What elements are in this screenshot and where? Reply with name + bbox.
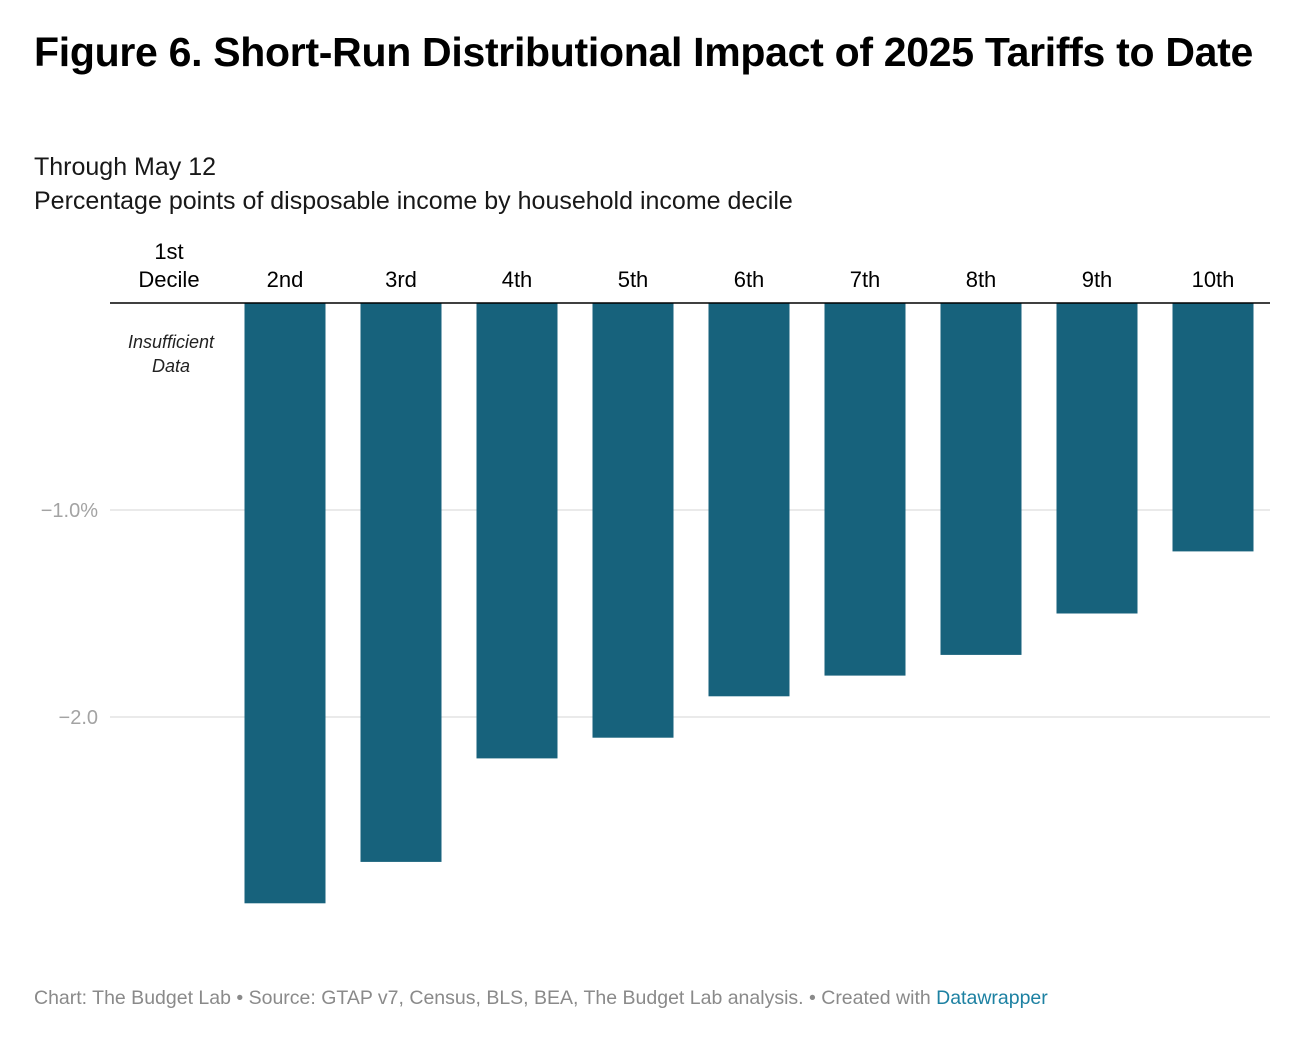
bar [824,303,906,676]
bar [592,303,674,738]
bar [476,303,558,759]
bar [244,303,326,904]
subtitle-date: Through May 12 [34,153,217,181]
datawrapper-link[interactable]: Datawrapper [936,987,1048,1009]
bar [360,303,442,862]
y-tick-label: −1.0% [41,500,98,522]
category-label: 7th [850,267,881,292]
y-tick-label: −2.0 [59,707,98,729]
bar [1172,303,1254,552]
chart-title: Figure 6. Short-Run Distributional Impac… [34,29,1253,75]
category-label: 2nd [267,267,304,292]
bar [940,303,1022,655]
category-label: 8th [966,267,997,292]
annotation-text: Insufficient [128,332,215,352]
bar [1056,303,1138,614]
annotation-text: Data [152,356,190,376]
category-label: 3rd [385,267,417,292]
category-label: 9th [1082,267,1113,292]
chart-subtitle: Through May 12 Percentage points of disp… [34,150,793,218]
category-label: 10th [1192,267,1235,292]
category-label: 6th [734,267,765,292]
category-label: 4th [502,267,533,292]
footer-credit: Chart: The Budget Lab • Source: GTAP v7,… [34,987,937,1009]
category-label: 1st Decile [138,239,199,292]
bar [708,303,790,697]
category-label: 5th [618,267,649,292]
subtitle-units: Percentage points of disposable income b… [34,187,793,215]
chart-footer: Chart: The Budget Lab • Source: GTAP v7,… [34,987,1048,1010]
